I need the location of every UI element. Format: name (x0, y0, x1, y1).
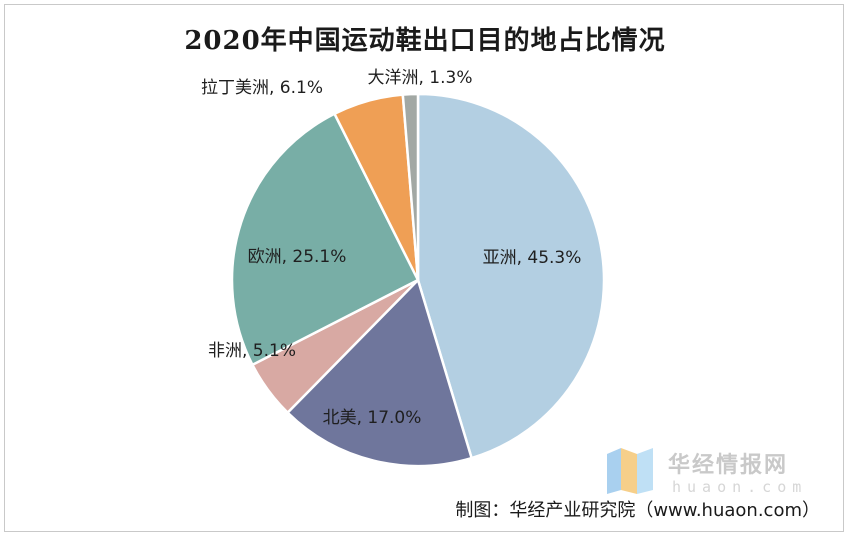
slice-label-5: 大洋洲, 1.3% (368, 68, 473, 88)
pie-slice-3 (230, 112, 420, 367)
pie-slice-0 (416, 92, 606, 460)
slice-label-3: 欧洲, 25.1% (248, 247, 347, 267)
watermark-name: 华经情报网 (668, 453, 789, 478)
slice-label-4: 拉丁美洲, 6.1% (201, 78, 323, 98)
slice-label-0: 亚洲, 45.3% (483, 248, 582, 268)
slice-label-1: 北美, 17.0% (323, 408, 422, 428)
pie-slice-1 (285, 277, 474, 468)
watermark-domain: huaon.com (672, 478, 808, 496)
chart-title: 2020年中国运动鞋出口目的地占比情况 (184, 26, 666, 56)
pie-slice-5 (401, 92, 420, 281)
watermark-logo-icon (607, 448, 653, 494)
slice-label-2: 非洲, 5.1% (208, 341, 296, 361)
source-note: 制图：华经产业研究院（www.huaon.com） (455, 500, 820, 521)
